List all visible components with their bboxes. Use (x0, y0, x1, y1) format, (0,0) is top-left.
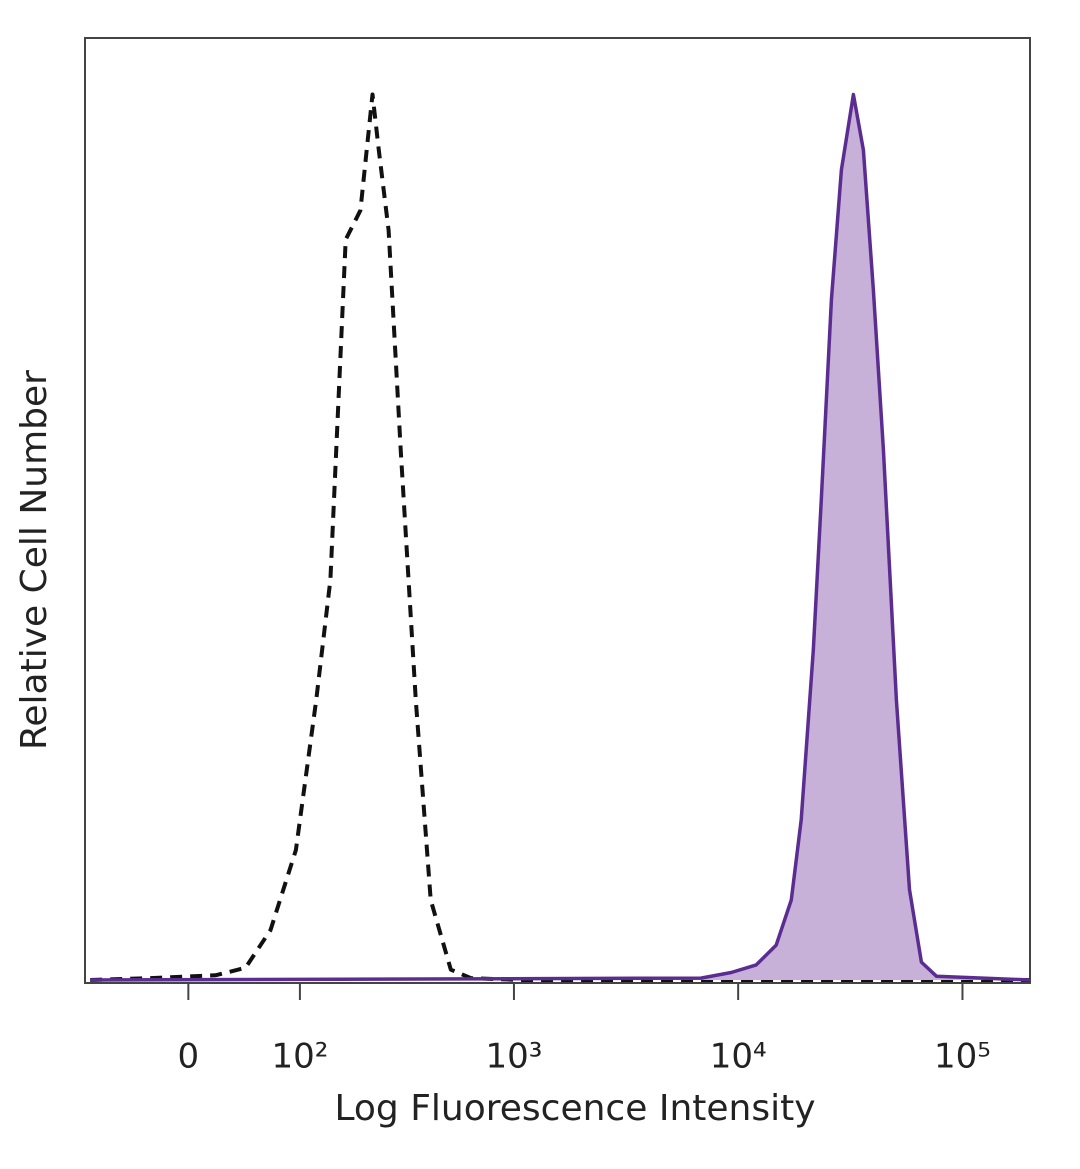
x-tick-label: 10⁵ (934, 1037, 991, 1077)
area (90, 94, 1030, 980)
x-tick-label: 10⁴ (710, 1037, 767, 1077)
x-tick-label: 10³ (485, 1037, 542, 1077)
x-axis-label: Log Fluorescence Intensity (334, 1088, 815, 1129)
y-axis-label: Relative Cell Number (14, 370, 55, 750)
x-tick-label: 10² (271, 1037, 328, 1077)
x-tick-label: 0 (178, 1037, 200, 1077)
plot-frame (84, 37, 1031, 984)
curve (90, 92, 1031, 982)
curve (90, 92, 1030, 982)
